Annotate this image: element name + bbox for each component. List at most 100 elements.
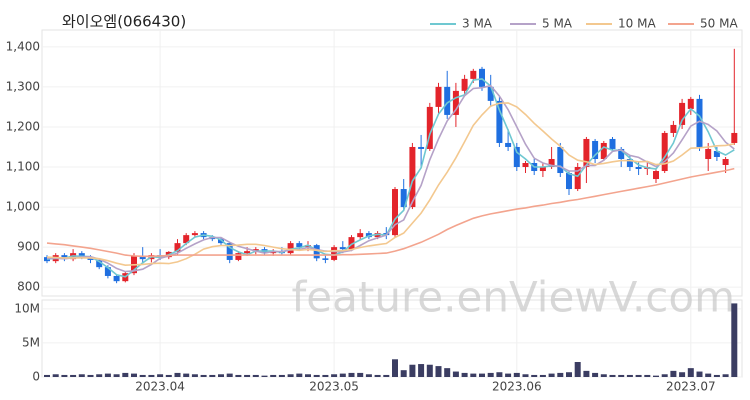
volume-bar [444,368,451,377]
ma-line [46,167,735,258]
candle-body [522,163,529,168]
candle-body [505,142,512,147]
volume-bar [592,372,599,377]
volume-bar [513,372,520,377]
candle-body [626,158,633,168]
volume-bar [505,373,512,377]
candle-body [139,255,146,260]
volume-bar [357,372,364,377]
volume-bar [70,374,77,377]
volume-bar [426,364,433,377]
ma-line [46,102,735,267]
y-tick-label: 900 [17,240,40,254]
volume-bar [78,374,85,377]
volume-bar [661,374,668,377]
x-tick-label: 2023.04 [135,380,185,394]
volume-bar [722,374,729,377]
volume-bar [435,366,442,377]
candle-body [574,167,581,190]
x-tick-label: 2023.05 [309,380,359,394]
volume-bar [131,373,137,377]
volume-bar [252,374,259,377]
ma-line [47,84,735,273]
y-tick-label: 1,300 [6,79,40,93]
watermark: feature.enViewV.com [292,273,735,322]
volume-bar [209,374,216,377]
volume-bar [296,373,303,377]
candle-body [713,150,720,157]
candle-body [696,98,703,147]
volume-bar [374,374,381,377]
volume-bar [278,374,285,377]
candle-body [452,90,459,115]
candle-body [331,247,338,260]
candle-body [566,173,572,190]
candle-body [409,146,416,208]
candle-body [618,148,625,159]
candle-body [183,235,190,244]
volume-bar [322,374,329,377]
candle-body [722,158,729,166]
candle-body [322,258,329,260]
volume-bar [461,372,468,377]
volume-bar [548,373,555,377]
legend-label: 5 MA [542,17,573,31]
volume-bar [522,374,529,377]
candle-body [687,98,694,109]
volume-bar [626,374,633,377]
candle-body [339,247,346,250]
candle-body [487,86,494,101]
volume-bar [609,374,616,377]
candle-body [287,243,294,254]
volume-bar [653,375,659,377]
volume-bar [418,364,425,377]
volume-bar [687,368,694,377]
volume-bar [557,372,564,377]
volume-bar [331,374,338,377]
volume-bar [409,364,416,377]
volume-bar [44,374,50,377]
volume-bar [157,374,164,377]
y-tick-label: 1,200 [6,119,40,133]
chart-title: 와이오엠(066430) [62,13,186,31]
candle-body [226,243,233,260]
volume-bar [218,374,224,377]
volume-bar [635,374,642,377]
volume-bar [96,374,103,377]
candle-body [191,233,198,236]
volume-bar [618,374,625,377]
volume-bar [470,373,477,377]
volume-tick-label: 0 [32,370,40,384]
volume-bar [104,373,111,377]
volume-bar [244,374,251,377]
candle-body [348,237,355,250]
candle-body [539,167,546,172]
volume-bar [496,372,503,377]
candle-body [44,257,50,262]
candle-body [435,86,442,107]
candle-body [557,146,564,174]
volume-bar [392,359,398,377]
candle-body [653,171,659,180]
volume-bar [696,371,703,377]
y-tick-label: 1,400 [6,39,40,53]
volume-bar [261,375,268,377]
candle-body [174,243,181,252]
volume-bar [287,374,294,377]
volume-bar [713,374,720,377]
legend-label: 10 MA [618,17,656,31]
volume-bar [52,374,59,377]
volume-bar [679,372,686,377]
candle-body [313,245,320,259]
legend-label: 3 MA [462,17,493,31]
volume-bar [183,373,190,377]
volume-bar [139,374,146,377]
volume-bar [348,372,355,377]
volume-bar [113,374,120,377]
candle-body [679,102,686,125]
candle-body [513,146,520,168]
candle-body [96,259,103,268]
candle-body [461,78,468,91]
volume-bar [122,372,129,377]
